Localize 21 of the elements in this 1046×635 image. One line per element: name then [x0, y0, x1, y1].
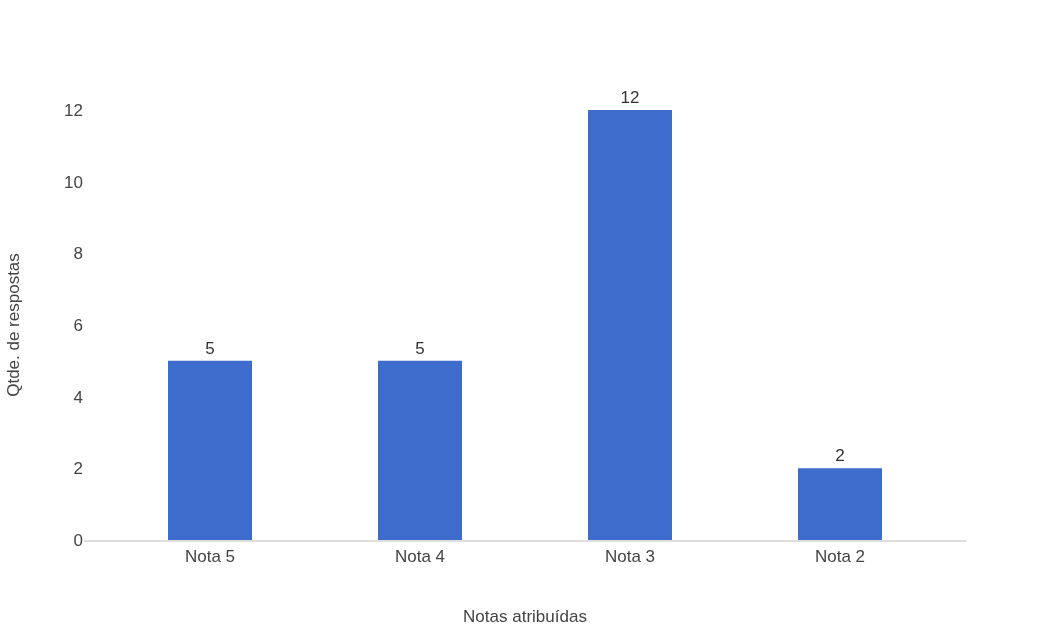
bar: [378, 360, 462, 540]
data-label: 5: [205, 338, 215, 358]
y-tick-label: 2: [73, 459, 83, 479]
x-tick-label: Nota 5: [184, 547, 236, 567]
y-tick-label: 6: [73, 315, 83, 335]
x-axis-title: Notas atribuídas: [463, 607, 587, 627]
data-label: 12: [620, 88, 640, 107]
x-tick-label: Nota 2: [814, 547, 866, 567]
x-tick-label: Nota 3: [604, 547, 656, 567]
y-tick-label: 4: [73, 387, 83, 407]
y-axis-title: Qtde. de respostas: [3, 253, 23, 397]
y-tick-label: 12: [64, 100, 83, 120]
y-tick-label: 8: [73, 244, 83, 264]
data-label: 5: [415, 338, 425, 358]
y-tick-label: 10: [64, 172, 83, 192]
bar: [168, 360, 252, 540]
y-tick-label: 0: [73, 530, 83, 550]
data-label: 2: [835, 446, 845, 466]
bar: [798, 468, 882, 540]
bar: [588, 110, 672, 540]
x-tick-label: Nota 4: [394, 547, 446, 567]
